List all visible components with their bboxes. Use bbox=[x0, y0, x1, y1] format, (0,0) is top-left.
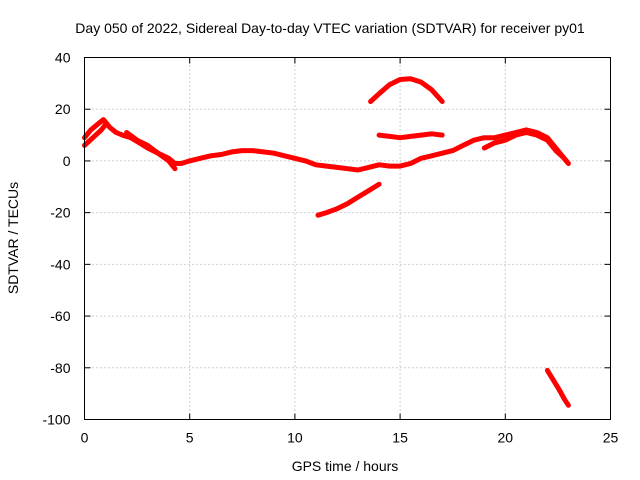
grid bbox=[84, 57, 611, 420]
y-tick-label: -20 bbox=[50, 205, 70, 221]
series-lower-segment bbox=[315, 181, 382, 218]
y-tick-label: -100 bbox=[42, 412, 70, 428]
series-upper-arc bbox=[368, 76, 445, 104]
y-tick-label: -60 bbox=[50, 308, 70, 324]
x-tick-label: 25 bbox=[603, 430, 619, 446]
y-tick-label: 20 bbox=[55, 101, 71, 117]
y-tick-label: 40 bbox=[55, 50, 71, 66]
x-tick-label: 10 bbox=[287, 430, 303, 446]
series-early-branch bbox=[82, 122, 108, 148]
chart-title: Day 050 of 2022, Sidereal Day-to-day VTE… bbox=[75, 20, 585, 36]
series-group bbox=[82, 76, 571, 408]
plot-frame bbox=[84, 57, 611, 420]
series-evening-branch bbox=[481, 130, 571, 166]
y-axis-label: SDTVAR / TECUs bbox=[5, 182, 21, 294]
x-tick-label: 5 bbox=[186, 430, 194, 446]
series-morning-branch bbox=[124, 130, 178, 172]
axis-ticks: 0 5 10 15 20 25 -100 -80 -60 -40 -20 0 20 40 bbox=[42, 50, 618, 446]
series-late-tail bbox=[544, 367, 571, 408]
y-tick-label: -80 bbox=[50, 360, 70, 376]
x-tick-label: 0 bbox=[81, 430, 89, 446]
series-mid-segment bbox=[376, 131, 445, 141]
x-tick-label: 20 bbox=[498, 430, 514, 446]
x-axis-label: GPS time / hours bbox=[292, 458, 399, 474]
y-tick-label: 0 bbox=[63, 153, 71, 169]
x-tick-label: 15 bbox=[392, 430, 408, 446]
y-tick-label: -40 bbox=[50, 256, 70, 272]
